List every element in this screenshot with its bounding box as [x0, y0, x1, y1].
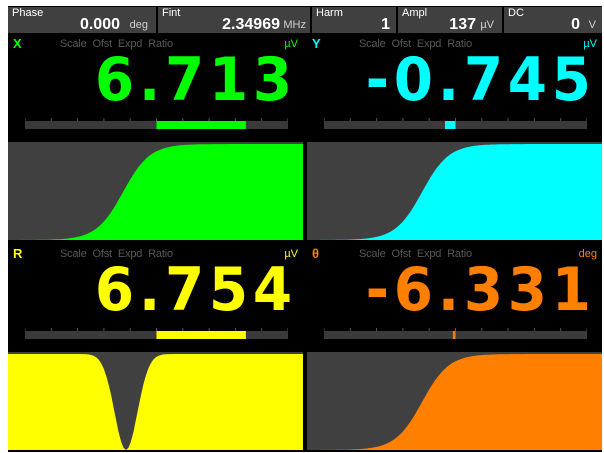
chart-trace	[307, 144, 602, 240]
parameter-bar: Phase 0.000 deg Fint 2.34969 MHz Harm 1 …	[8, 6, 602, 34]
expand-option[interactable]: Expd	[416, 38, 442, 50]
harm-param[interactable]: Harm 1	[312, 7, 396, 33]
ratio-option[interactable]: Ratio	[447, 248, 472, 260]
channel-theta-reading: -6.331	[365, 255, 596, 325]
expand-option[interactable]: Expd	[117, 38, 143, 50]
chart-trace	[307, 354, 602, 450]
meter-fill	[156, 331, 246, 339]
channel-r-panel[interactable]: R Scale Ofst Expd Ratio µV 6.754	[8, 246, 303, 452]
channel-y-reading: -0.745	[365, 45, 596, 115]
scale-option[interactable]: Scale	[60, 38, 87, 50]
ampl-label: Ampl	[402, 7, 428, 19]
ampl-unit: µV	[480, 19, 494, 31]
harm-label: Harm	[316, 7, 343, 19]
channel-x-label: X	[13, 36, 22, 51]
channel-theta-label: θ	[312, 246, 320, 261]
offset-option[interactable]: Ofst	[92, 38, 113, 50]
phase-unit: deg	[129, 19, 148, 31]
channel-x-bar-meter	[25, 118, 288, 129]
dc-param[interactable]: DC 0 V	[504, 7, 602, 33]
ratio-option[interactable]: Ratio	[148, 248, 173, 260]
fint-value: 2.34969	[222, 16, 280, 33]
channel-r-options: Scale Ofst Expd Ratio	[60, 248, 179, 260]
meter-fill	[444, 121, 456, 129]
channel-y-options: Scale Ofst Expd Ratio	[359, 38, 478, 50]
scale-option[interactable]: Scale	[359, 248, 386, 260]
fint-label: Fint	[162, 7, 181, 19]
scale-option[interactable]: Scale	[60, 248, 87, 260]
ratio-option[interactable]: Ratio	[447, 38, 472, 50]
channel-y-unit: µV	[583, 38, 597, 50]
phase-value: 0.000	[79, 16, 120, 33]
channel-y-strip-chart	[307, 142, 602, 240]
channel-theta-strip-chart	[307, 352, 602, 450]
channel-x-options: Scale Ofst Expd Ratio	[60, 38, 179, 50]
channel-r-bar-meter	[25, 328, 288, 339]
channel-theta-panel[interactable]: θ Scale Ofst Expd Ratio deg -6.331	[307, 246, 602, 452]
offset-option[interactable]: Ofst	[391, 38, 412, 50]
phase-label: Phase	[12, 7, 44, 19]
meter-fill	[156, 121, 246, 129]
phase-param[interactable]: Phase 0.000 deg	[8, 7, 156, 33]
channel-x-strip-chart	[8, 142, 303, 240]
offset-option[interactable]: Ofst	[92, 248, 113, 260]
dc-value: 0	[571, 16, 580, 33]
chart-trace	[8, 144, 303, 240]
meter-fill	[452, 331, 456, 339]
channel-x-reading: 6.713	[95, 45, 297, 115]
channel-y-panel[interactable]: Y Scale Ofst Expd Ratio µV -0.745	[307, 36, 602, 242]
channel-r-reading: 6.754	[95, 255, 297, 325]
dc-label: DC	[508, 7, 524, 19]
channel-x-unit: µV	[284, 38, 298, 50]
scale-option[interactable]: Scale	[359, 38, 386, 50]
expand-option[interactable]: Expd	[117, 248, 143, 260]
channel-r-label: R	[13, 246, 23, 261]
harm-value: 1	[381, 16, 390, 33]
chart-trace	[8, 354, 303, 450]
offset-option[interactable]: Ofst	[391, 248, 412, 260]
channel-r-strip-chart	[8, 352, 303, 450]
channel-x-panel[interactable]: X Scale Ofst Expd Ratio µV 6.713	[8, 36, 303, 242]
dc-unit: V	[588, 19, 596, 31]
fint-param[interactable]: Fint 2.34969 MHz	[158, 7, 310, 33]
fint-unit: MHz	[283, 19, 306, 31]
channel-theta-unit: deg	[578, 248, 597, 260]
channel-theta-bar-meter	[324, 328, 587, 339]
expand-option[interactable]: Expd	[416, 248, 442, 260]
channel-r-unit: µV	[284, 248, 298, 260]
ampl-value: 137	[449, 16, 476, 33]
ampl-param[interactable]: Ampl 137 µV	[398, 7, 502, 33]
channel-y-label: Y	[312, 36, 321, 51]
channel-theta-options: Scale Ofst Expd Ratio	[359, 248, 478, 260]
channel-y-bar-meter	[324, 118, 587, 129]
ratio-option[interactable]: Ratio	[148, 38, 173, 50]
lockin-display: Phase 0.000 deg Fint 2.34969 MHz Harm 1 …	[8, 6, 602, 452]
